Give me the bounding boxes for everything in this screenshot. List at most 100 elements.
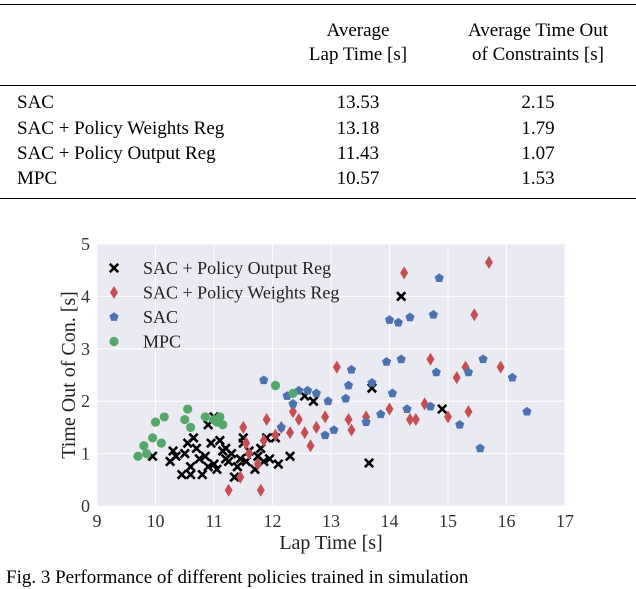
sac-policy-weights-reg-point: [461, 360, 470, 374]
sac-policy-output-reg-point: [185, 469, 196, 480]
x-tick-label: 17: [556, 511, 574, 531]
sac-point: [405, 312, 415, 322]
sac-policy-output-reg-point: [232, 461, 243, 472]
sac-point: [387, 388, 397, 398]
sac-policy-output-reg-point: [308, 396, 319, 407]
sac-policy-weights-reg-point: [288, 405, 297, 419]
x-axis-label: Lap Time [s]: [279, 532, 382, 554]
sac-policy-weights-reg-point: [347, 423, 356, 437]
sac-point: [393, 317, 403, 327]
sac-policy-output-reg-point: [235, 453, 246, 464]
sac-policy-weights-reg-point: [464, 405, 473, 419]
table-row: SAC 13.53 2.15: [0, 91, 636, 115]
mpc-point: [147, 433, 158, 443]
sac-policy-output-reg-point: [197, 469, 208, 480]
sac-policy-weights-reg-point: [385, 402, 394, 416]
time-out-value: 2.15: [521, 92, 555, 113]
sac-policy-output-reg-point: [185, 461, 196, 472]
mpc-point: [270, 380, 281, 391]
legend-marker: [108, 262, 120, 274]
sac-policy-output-reg-point: [191, 443, 202, 454]
mpc-point: [133, 451, 143, 461]
sac-point: [288, 399, 298, 408]
sac-policy-output-reg-point: [284, 451, 296, 462]
sac-point: [323, 396, 333, 406]
legend-marker: [109, 336, 119, 347]
sac-policy-output-reg-point: [264, 453, 275, 464]
sac-point: [463, 367, 474, 377]
y-tick-label: 1: [81, 444, 90, 464]
sac-policy-output-reg-point: [363, 457, 375, 469]
lap-time-value: 13.53: [336, 92, 380, 113]
table-row: MPC 10.57 1.53: [0, 167, 636, 191]
lap-time-value: 11.43: [336, 143, 380, 164]
legend-label: SAC + Policy Weights Reg: [143, 283, 339, 303]
sac-policy-weights-reg-point: [496, 360, 505, 374]
sac-point: [522, 406, 532, 416]
sac-policy-weights-reg-point: [312, 420, 321, 434]
row-label: MPC: [17, 168, 58, 189]
mpc-point: [218, 420, 228, 430]
mpc-point: [186, 422, 196, 432]
x-tick-label: 13: [322, 511, 340, 531]
y-tick-label: 5: [81, 234, 90, 254]
sac-policy-weights-reg-point: [484, 255, 493, 269]
sac-policy-weights-reg-point: [239, 420, 248, 434]
sac-policy-weights-reg-point: [242, 436, 251, 450]
sac-policy-output-reg-point: [211, 464, 223, 475]
sac-policy-weights-reg-point: [411, 413, 420, 427]
x-tick-label: 16: [498, 511, 516, 531]
sac-point: [434, 273, 444, 282]
table-top-rule: [0, 4, 636, 6]
header-average-lap-time: Average Lap Time [s]: [288, 19, 428, 67]
lap-time-value: 13.18: [336, 118, 380, 139]
sac-policy-output-reg-point: [194, 453, 205, 464]
sac-policy-weights-reg-point: [245, 447, 254, 461]
sac-policy-weights-reg-point: [294, 413, 303, 427]
sac-point: [329, 425, 339, 434]
x-tick-label: 14: [381, 511, 399, 531]
figure-caption: Fig. 3 Performance of different policies…: [6, 567, 469, 588]
sac-policy-weights-reg-point: [224, 483, 233, 497]
sac-policy-weights-reg-point: [253, 457, 262, 471]
sac-policy-output-reg-point: [223, 456, 234, 467]
row-label: SAC: [17, 92, 54, 113]
mpc-point: [139, 441, 149, 451]
sac-policy-output-reg-point: [176, 469, 187, 480]
sac-point: [384, 315, 395, 324]
x-tick-label: 10: [147, 511, 165, 531]
mpc-point: [288, 388, 298, 398]
header-line: of Constraints [s]: [472, 44, 604, 65]
scatter-chart: 9 10 11 12 13 14 15 16 17 0 1 2 3 4 5 Lap Time [s] Time …: [0, 228, 636, 558]
sac-policy-output-reg-point: [229, 472, 240, 483]
time-out-value: 1.53: [521, 168, 555, 189]
sac-policy-output-reg-point: [273, 458, 284, 470]
sac-policy-output-reg-point: [170, 451, 182, 462]
sac-policy-weights-reg-point: [321, 410, 330, 424]
sac-policy-weights-reg-point: [256, 483, 265, 497]
sac-policy-output-reg-point: [167, 445, 179, 457]
table-row: SAC + Policy Output Reg 11.43 1.07: [0, 142, 636, 166]
sac-policy-weights-reg-point: [344, 413, 353, 427]
mpc-point: [200, 412, 210, 422]
sac-policy-output-reg-point: [220, 443, 231, 454]
sac-policy-output-reg-point: [396, 291, 407, 302]
sac-policy-output-reg-point: [208, 458, 220, 470]
legend-marker: [109, 312, 119, 321]
sac-policy-output-reg-point: [214, 435, 225, 446]
row-label: SAC + Policy Output Reg: [17, 143, 216, 164]
table-bottom-rule: [0, 198, 636, 200]
sac-point: [478, 354, 488, 364]
sac-point: [507, 372, 517, 382]
sac-policy-output-reg-point: [437, 403, 448, 415]
sac-policy-weights-reg-point: [405, 413, 414, 427]
time-out-value: 1.07: [521, 143, 555, 164]
y-axis-label: Time Out of Con. [s]: [58, 291, 80, 459]
legend-label: SAC: [143, 307, 178, 327]
y-tick-label: 4: [81, 286, 90, 306]
mpc-point: [183, 404, 193, 414]
y-tick-label: 0: [81, 496, 90, 516]
sac-point: [428, 309, 438, 319]
sac-policy-weights-reg-point: [426, 352, 435, 366]
